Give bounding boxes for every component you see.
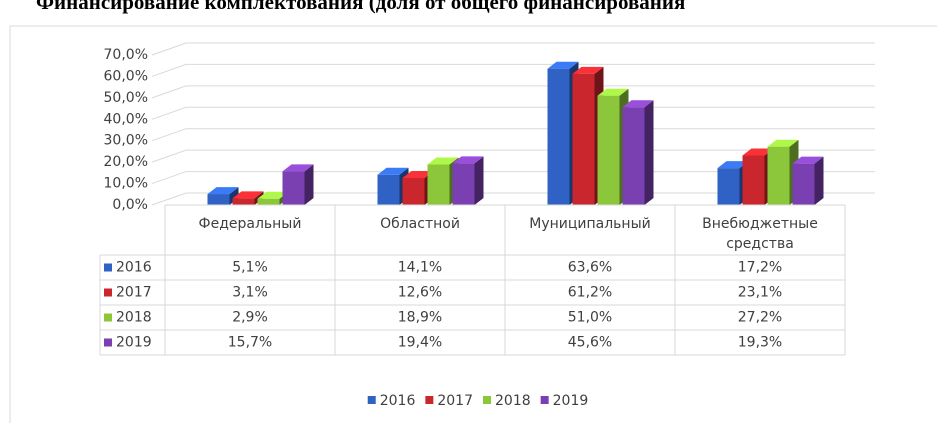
- data-label: 18,9%: [398, 310, 442, 326]
- data-label: 14,1%: [398, 260, 442, 276]
- y-tick-label: 40,0%: [104, 111, 148, 127]
- bar: [622, 100, 654, 205]
- legend-swatch: [104, 338, 112, 347]
- legend-label: 2016: [380, 393, 416, 409]
- data-label: 3,1%: [232, 285, 268, 301]
- y-tick-label: 70,0%: [104, 47, 148, 63]
- grid-line: [151, 63, 875, 77]
- bar: [207, 187, 239, 205]
- x-tick-label: Федеральный: [199, 216, 302, 232]
- x-tick-label: Муниципальный: [529, 216, 650, 232]
- data-label: 19,3%: [738, 335, 782, 351]
- data-label: 2,9%: [232, 310, 268, 326]
- data-label: 12,6%: [398, 285, 442, 301]
- chart-title: Финансирование комплектования (доля от о…: [36, 0, 685, 14]
- bar: [792, 156, 824, 205]
- legend-swatch: [425, 396, 434, 404]
- bar: [767, 139, 799, 205]
- data-label: 17,2%: [738, 260, 782, 276]
- legend-swatch: [540, 396, 549, 404]
- grid-line: [151, 42, 875, 56]
- row-label: 2019: [116, 335, 152, 351]
- y-tick-label: 10,0%: [104, 176, 148, 192]
- legend-label: 2019: [553, 393, 589, 409]
- row-label: 2016: [116, 260, 152, 276]
- data-label: 5,1%: [232, 260, 268, 276]
- data-label: 19,4%: [398, 335, 442, 351]
- bar: [452, 156, 484, 205]
- data-label: 61,2%: [568, 285, 612, 301]
- data-label: 15,7%: [228, 335, 272, 351]
- row-label: 2018: [116, 310, 152, 326]
- y-tick-label: 60,0%: [104, 68, 148, 84]
- y-tick-label: 50,0%: [104, 90, 148, 106]
- legend-swatch: [104, 313, 112, 322]
- bar: [282, 164, 314, 205]
- data-label: 51,0%: [568, 310, 612, 326]
- y-tick-label: 0,0%: [112, 197, 148, 213]
- data-label: 63,6%: [568, 260, 612, 276]
- x-tick-label: Внебюджетные средства: [702, 216, 818, 252]
- legend-swatch: [104, 263, 112, 272]
- y-tick-label: 30,0%: [104, 133, 148, 149]
- legend-swatch: [104, 288, 112, 297]
- data-label: 45,6%: [568, 335, 612, 351]
- legend-label: 2018: [495, 393, 531, 409]
- legend-label: 2017: [437, 393, 473, 409]
- x-tick-label: Областной: [380, 216, 460, 232]
- data-label: 27,2%: [738, 310, 782, 326]
- y-tick-label: 20,0%: [104, 154, 148, 170]
- legend-swatch: [367, 396, 376, 404]
- data-label: 23,1%: [738, 285, 782, 301]
- legend-swatch: [483, 396, 491, 404]
- row-label: 2017: [116, 285, 152, 301]
- grid-line: [151, 85, 875, 99]
